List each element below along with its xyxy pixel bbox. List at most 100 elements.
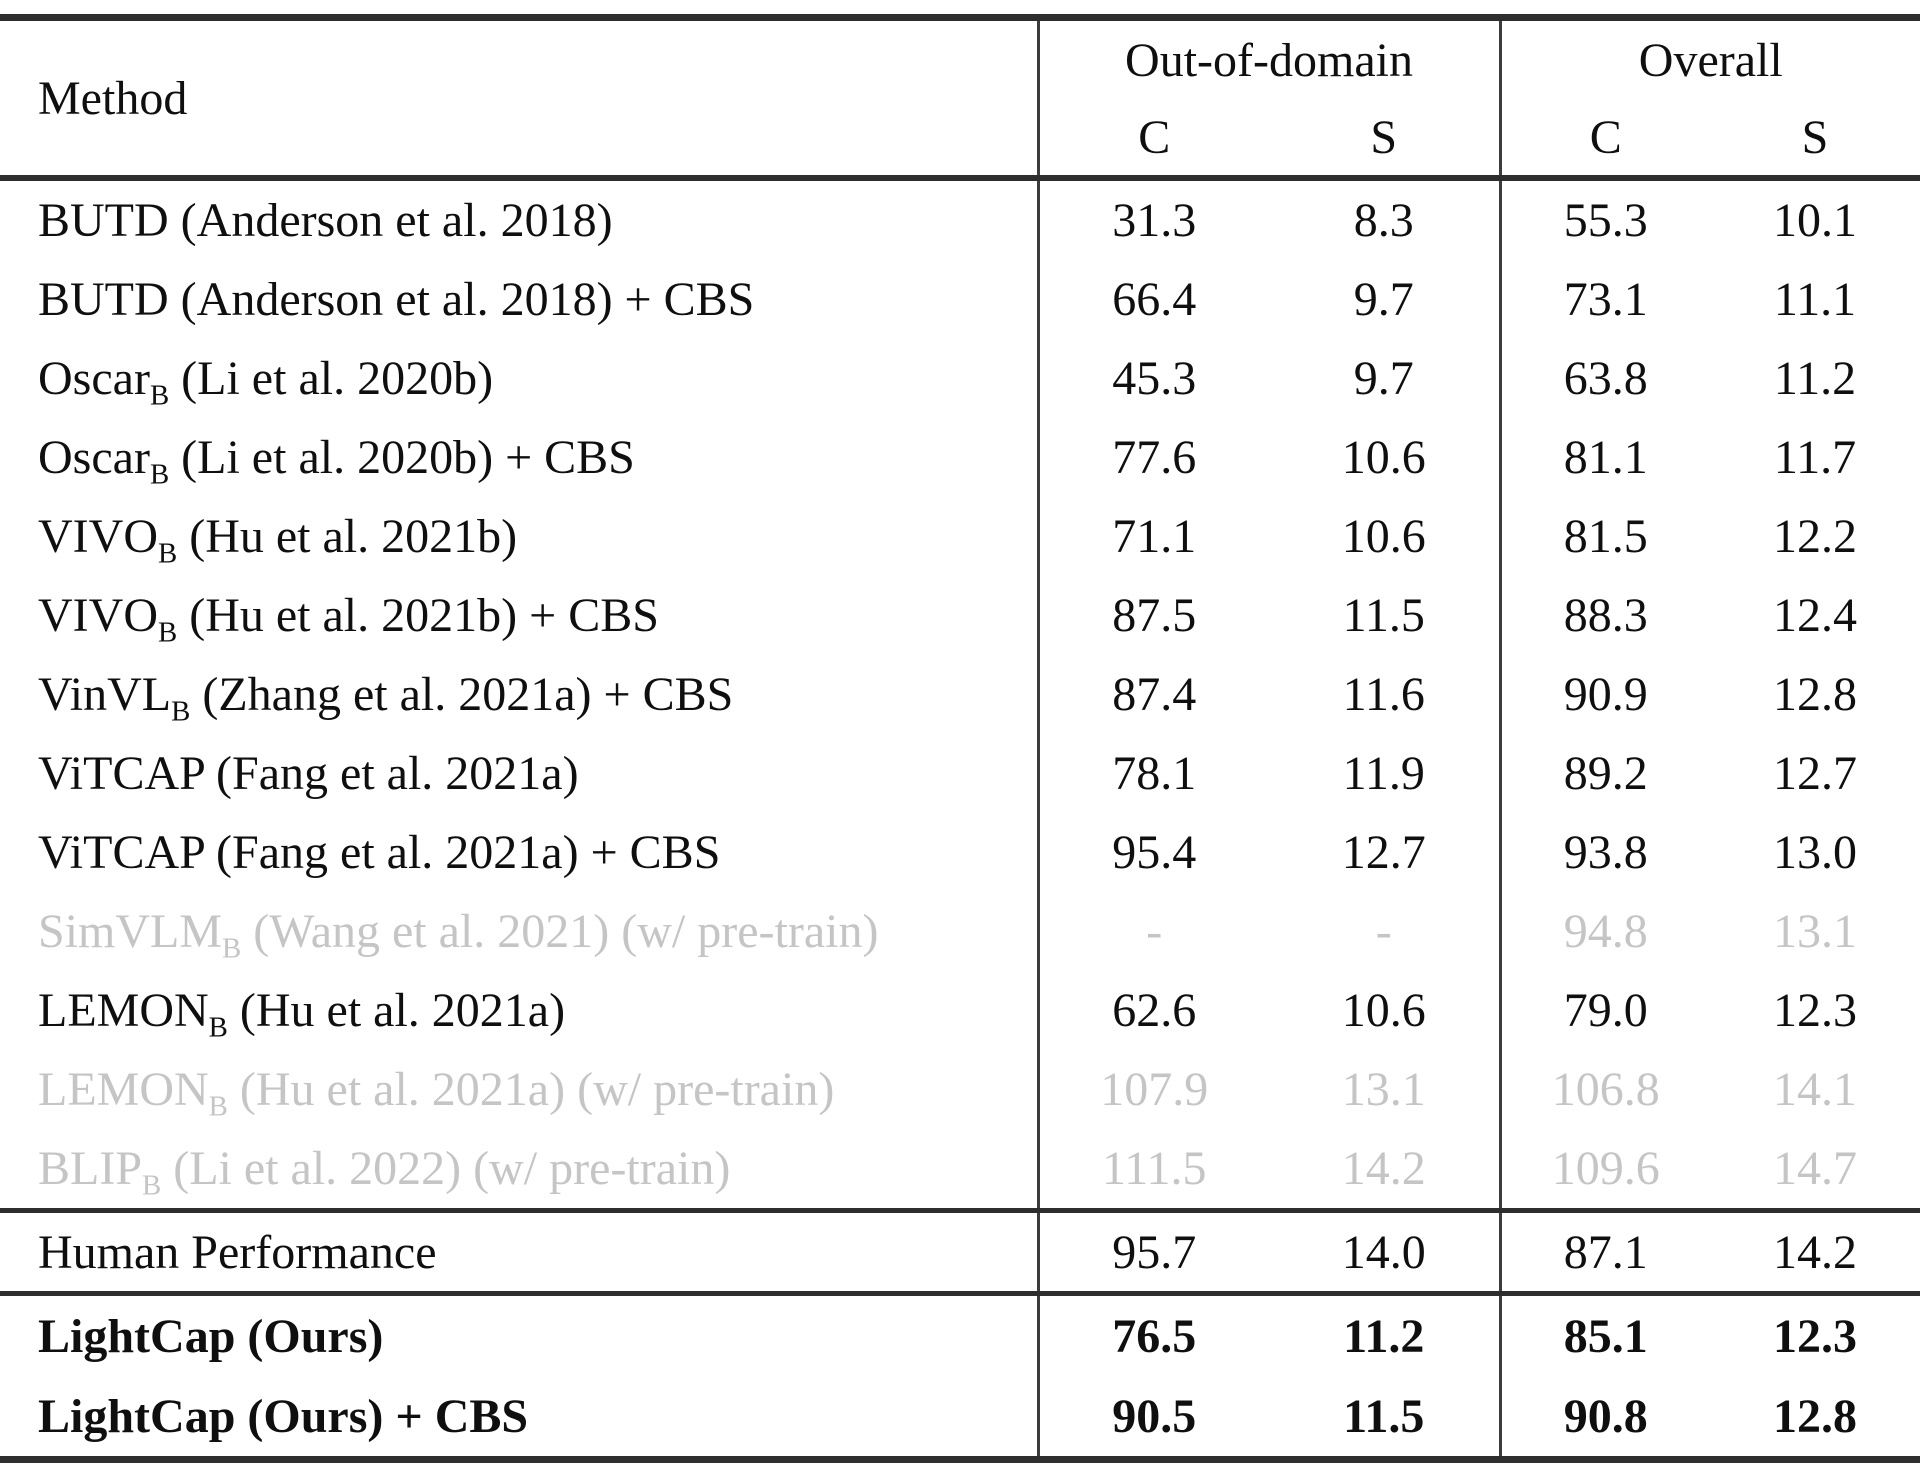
- value-cell: 93.8: [1498, 813, 1710, 892]
- results-table: Method Out-of-domain Overall C S C S BUT…: [0, 14, 1920, 1463]
- table-row: ViTCAP (Fang et al. 2021a) + CBS 95.4 12.7…: [0, 813, 1920, 892]
- table-row: LightCap (Ours) 76.5 11.2 85.1 12.3: [0, 1291, 1920, 1376]
- method-cell: VIVOB (Hu et al. 2021b): [38, 510, 518, 570]
- value-cell: 90.5: [1036, 1376, 1269, 1460]
- value-cell: 78.1: [1036, 734, 1269, 813]
- value-cell: 10.1: [1773, 194, 1857, 247]
- value-cell: 45.3: [1036, 339, 1269, 418]
- table-row: BUTD (Anderson et al. 2018) 31.3 8.3 55.3 10…: [0, 178, 1920, 260]
- value-cell: 107.9: [1036, 1050, 1269, 1129]
- subcol-header-overall-c: C: [1498, 99, 1710, 181]
- value-cell: 12.3: [1773, 984, 1857, 1037]
- method-cell: Human Performance: [0, 1208, 1038, 1294]
- value-cell: 11.5: [1342, 589, 1425, 642]
- value-cell: 10.6: [1341, 510, 1426, 563]
- value-cell: 63.8: [1498, 339, 1710, 418]
- value-cell: 13.1: [1341, 1063, 1426, 1116]
- method-cell: LightCap (Ours) + CBS: [38, 1389, 529, 1443]
- value-cell: 76.5: [1036, 1291, 1269, 1376]
- method-cell: BUTD (Anderson et al. 2018) + CBS: [38, 273, 755, 326]
- value-cell: 87.4: [1036, 655, 1269, 734]
- value-cell: 11.9: [1342, 747, 1425, 800]
- value-cell: -: [1036, 892, 1269, 971]
- value-cell: 14.7: [1773, 1142, 1857, 1195]
- value-cell: 94.8: [1498, 892, 1710, 971]
- value-cell: 90.9: [1498, 655, 1710, 734]
- group-header-out-of-domain: Out-of-domain: [1036, 17, 1500, 99]
- value-cell: 11.7: [1773, 431, 1857, 484]
- value-cell: 12.3: [1710, 1291, 1920, 1376]
- value-cell: 8.3: [1353, 194, 1414, 247]
- table-row: OscarB (Li et al. 2020b) + CBS 77.6 10.6 81…: [0, 418, 1920, 497]
- table-row: ViTCAP (Fang et al. 2021a) 78.1 11.9 89.2 12…: [0, 734, 1920, 813]
- value-cell: 12.7: [1773, 747, 1857, 800]
- table-header: Method Out-of-domain Overall C S C S: [0, 17, 1920, 181]
- value-cell: 81.5: [1498, 497, 1710, 576]
- value-cell: 106.8: [1498, 1050, 1710, 1129]
- table-row: Human Performance 95.7 14.0 87.1 14.2: [0, 1208, 1920, 1294]
- value-cell: 12.8: [1773, 1389, 1857, 1443]
- method-cell: ViTCAP (Fang et al. 2021a) + CBS: [38, 826, 721, 879]
- value-cell: 62.6: [1036, 971, 1269, 1050]
- method-subscript: B: [208, 1090, 228, 1123]
- value-cell: 14.0: [1269, 1208, 1500, 1294]
- method-subscript: B: [142, 1169, 162, 1202]
- method-cell: VinVLB (Zhang et al. 2021a) + CBS: [38, 668, 734, 728]
- table-row: LightCap (Ours) + CBS 90.5 11.5 90.8 12.8: [0, 1376, 1920, 1460]
- method-subscript: B: [157, 537, 178, 570]
- value-cell: 11.2: [1773, 352, 1857, 405]
- value-cell: 81.1: [1498, 418, 1710, 497]
- value-cell: 12.8: [1773, 668, 1857, 721]
- value-cell: 95.7: [1036, 1208, 1269, 1294]
- table-row: SimVLMB (Wang et al. 2021) (w/ pre-train…: [0, 892, 1920, 971]
- table-row: LEMONB (Hu et al. 2021a) 62.6 10.6 79.0 12.3: [0, 971, 1920, 1050]
- value-cell: 14.1: [1773, 1063, 1857, 1116]
- value-cell: 111.5: [1036, 1129, 1269, 1211]
- subcol-header-ood-s: S: [1269, 99, 1500, 181]
- method-subscript: B: [149, 379, 170, 412]
- table-row: VIVOB (Hu et al. 2021b) + CBS 87.5 11.5 88.…: [0, 576, 1920, 655]
- value-cell: 10.6: [1341, 984, 1426, 1037]
- value-cell: 71.1: [1036, 497, 1269, 576]
- table-row: VinVLB (Zhang et al. 2021a) + CBS 87.4 11.…: [0, 655, 1920, 734]
- header-group-row: Method Out-of-domain Overall: [0, 17, 1920, 181]
- value-cell: 95.4: [1036, 813, 1269, 892]
- value-cell: 11.2: [1269, 1291, 1500, 1376]
- method-column-header: Method: [0, 17, 1038, 181]
- method-subscript: B: [149, 458, 170, 491]
- table-row: LEMONB (Hu et al. 2021a) (w/ pre-train) 1…: [0, 1050, 1920, 1129]
- header-subcol-row: C S C S: [0, 99, 1920, 181]
- value-cell: 9.7: [1353, 352, 1414, 405]
- value-cell: 109.6: [1498, 1129, 1710, 1211]
- method-subscript: B: [171, 695, 191, 728]
- method-cell: LEMONB (Hu et al. 2021a) (w/ pre-train): [38, 1063, 835, 1123]
- value-cell: 11.5: [1343, 1389, 1425, 1443]
- value-cell: 14.2: [1710, 1208, 1920, 1294]
- method-cell: OscarB (Li et al. 2020b): [38, 352, 494, 412]
- table-row: OscarB (Li et al. 2020b) 45.3 9.7 63.8 11.2: [0, 339, 1920, 418]
- subcol-header-overall-s: S: [1710, 99, 1920, 181]
- value-cell: 73.1: [1498, 260, 1710, 339]
- value-cell: 13.1: [1773, 905, 1857, 958]
- value-cell: 11.6: [1342, 668, 1425, 721]
- method-cell: ViTCAP (Fang et al. 2021a): [38, 747, 579, 800]
- method-cell: OscarB (Li et al. 2020b) + CBS: [38, 431, 635, 491]
- method-cell: BLIPB (Li et al. 2022) (w/ pre-train): [38, 1142, 731, 1202]
- value-cell: 31.3: [1036, 178, 1269, 260]
- method-subscript: B: [222, 932, 242, 965]
- value-cell: 85.1: [1498, 1291, 1710, 1376]
- value-cell: 77.6: [1036, 418, 1269, 497]
- table-body: BUTD (Anderson et al. 2018) 31.3 8.3 55.3 10…: [0, 178, 1920, 1460]
- group-header-overall: Overall: [1498, 17, 1920, 99]
- value-cell: 9.7: [1353, 273, 1414, 326]
- table-row: BUTD (Anderson et al. 2018) + CBS 66.4 9.7…: [0, 260, 1920, 339]
- method-subscript: B: [157, 616, 178, 649]
- value-cell: 14.2: [1341, 1142, 1426, 1195]
- value-cell: 66.4: [1036, 260, 1269, 339]
- value-cell: 87.5: [1036, 576, 1269, 655]
- value-cell: 88.3: [1498, 576, 1710, 655]
- method-cell: SimVLMB (Wang et al. 2021) (w/ pre-train…: [38, 905, 879, 965]
- method-cell: LightCap (Ours): [0, 1291, 1038, 1376]
- value-cell: 87.1: [1498, 1208, 1710, 1294]
